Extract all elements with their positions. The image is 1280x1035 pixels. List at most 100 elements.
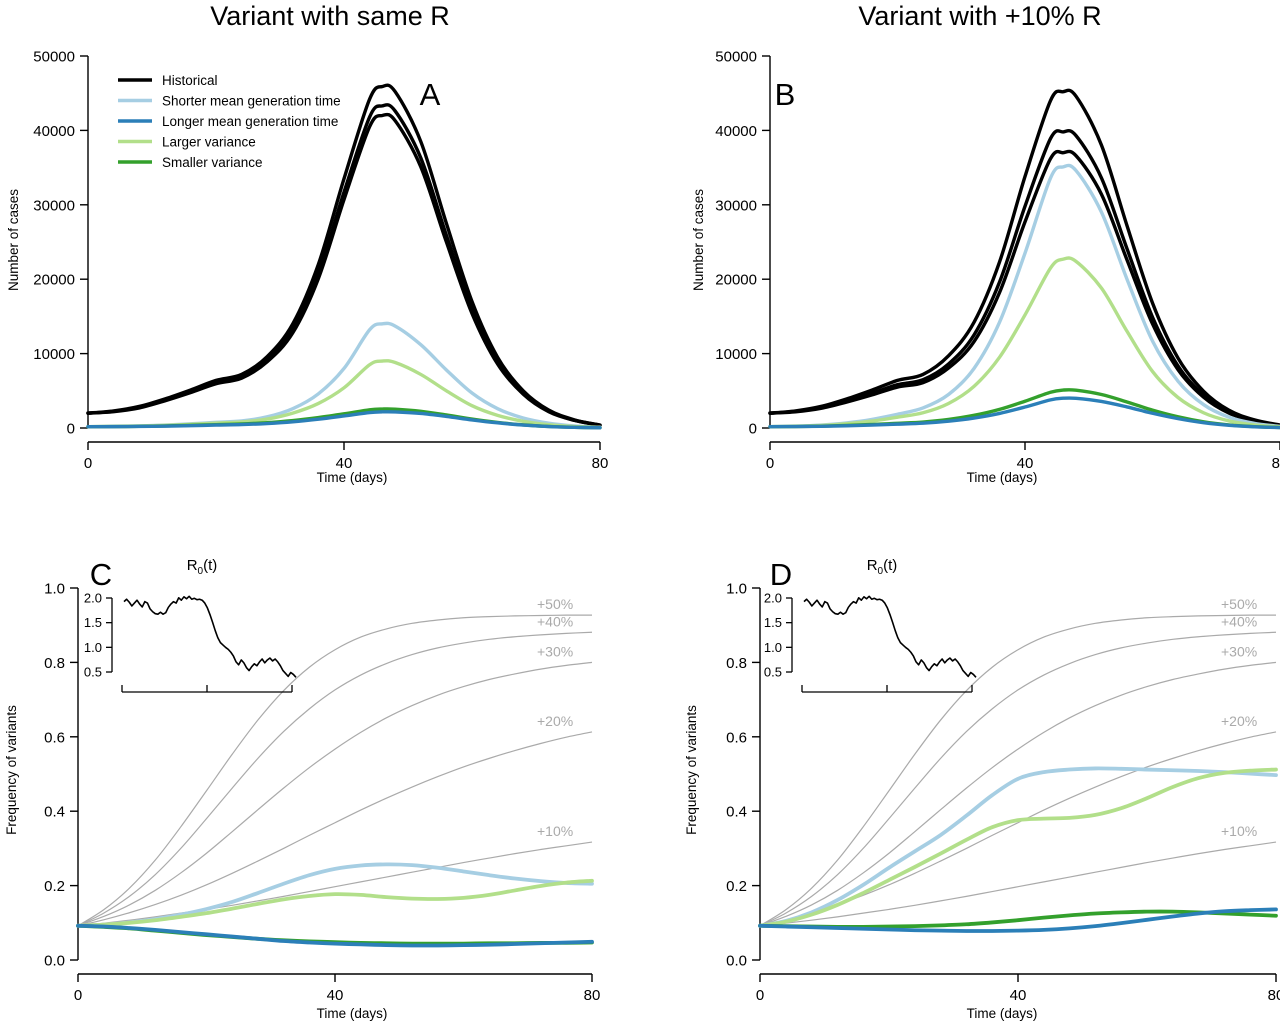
x-tick-label: 40	[327, 987, 344, 1004]
y-tick-label: 1.0	[44, 581, 65, 598]
y-tick-label: 0	[749, 421, 757, 438]
inset-y-tick-label: 0.5	[84, 665, 102, 680]
inset-y-tick-label: 1.5	[84, 615, 102, 630]
legend-label: Historical	[162, 73, 218, 88]
y-tick-label: 20000	[33, 272, 75, 289]
y-tick-label: 0	[67, 421, 75, 438]
series-line	[76, 923, 594, 948]
series-line	[86, 112, 602, 427]
inset-r0-line	[803, 595, 977, 678]
series-line	[768, 88, 1280, 427]
x-tick-label: 80	[1272, 455, 1280, 472]
reference-curve-label: +50%	[1221, 596, 1257, 612]
reference-curve-label: +30%	[1221, 643, 1257, 659]
reference-curve-label: +30%	[537, 643, 573, 659]
inset-y-tick-label: 0.5	[764, 665, 782, 680]
panel-c-plot: 0.0 0.2 0.4 0.6 0.8 1.0 0 40 80 +50%+40% +30% +20% +…	[44, 581, 600, 1005]
series-line	[76, 878, 594, 928]
y-tick-label: 0.8	[44, 655, 65, 672]
reference-curve-label: +40%	[1221, 613, 1257, 629]
inset-title: R0(t)	[187, 557, 218, 577]
reference-curve-label: +10%	[1221, 823, 1257, 839]
y-tick-label: 0.8	[726, 655, 747, 672]
panel-d-ylabel: Frequency of variants	[684, 705, 699, 835]
panel-a: Variant with same R A 0 10000 20000 30000 40…	[0, 0, 640, 520]
reference-curve	[77, 631, 593, 927]
panel-d: D 0.0 0.2 0.4 0.6 0.8 1.0 0 40 80 +50%+40% +30% +20…	[640, 520, 1280, 1035]
panel-d-letter: D	[770, 557, 792, 592]
panel-c-ylabel: Frequency of variants	[4, 705, 19, 835]
panel-b: Variant with +10% R B 0 10000 20000 30000 40…	[640, 0, 1280, 520]
series-line	[768, 396, 1280, 430]
inset-y-tick-label: 1.0	[84, 640, 102, 655]
panel-c-inset: R0(t) 2.0 1.5 1.0 0.5	[84, 557, 297, 693]
x-tick-label: 0	[756, 987, 764, 1004]
reference-curve	[77, 614, 593, 927]
panel-b-ylabel: Number of cases	[691, 189, 706, 291]
y-tick-label: 0.0	[44, 953, 65, 970]
y-tick-label: 0.6	[726, 729, 747, 746]
y-tick-label: 0.0	[726, 953, 747, 970]
panel-c: C 0.0 0.2 0.4 0.6 0.8 1.0 0 40 80 +50% +40% +30% +20…	[0, 520, 640, 1035]
x-tick-label: 40	[1017, 455, 1034, 472]
y-tick-label: 10000	[33, 346, 75, 363]
series-line	[86, 103, 602, 427]
y-tick-label: 20000	[715, 272, 757, 289]
y-tick-label: 0.2	[44, 878, 65, 895]
y-tick-label: 30000	[33, 197, 75, 214]
reference-curve	[759, 661, 1277, 927]
panel-a-ylabel: Number of cases	[6, 189, 21, 291]
inset-r0-line	[123, 595, 297, 678]
panel-c-letter: C	[90, 557, 112, 592]
x-tick-label: 40	[336, 455, 353, 472]
reference-curve	[759, 841, 1277, 927]
panel-d-inset: R0(t) 2.0 1.5 1.0 0.5	[764, 557, 977, 693]
inset-title: R0(t)	[867, 557, 898, 577]
legend-label: Longer mean generation time	[162, 114, 338, 129]
y-tick-label: 0.4	[726, 804, 747, 821]
panel-a-legend: Historical Shorter mean generation time Lo…	[118, 73, 341, 170]
reference-curve	[759, 614, 1277, 927]
inset-y-tick-label: 2.0	[764, 591, 782, 606]
y-tick-label: 50000	[33, 49, 75, 66]
panel-b-title: Variant with +10% R	[858, 1, 1101, 31]
panel-a-title: Variant with same R	[210, 1, 450, 31]
series-line	[758, 766, 1278, 928]
series-line	[86, 321, 602, 429]
legend-label: Shorter mean generation time	[162, 94, 341, 109]
reference-curve	[77, 731, 593, 927]
x-tick-label: 80	[1268, 987, 1280, 1004]
reference-curve-label: +40%	[537, 613, 573, 629]
panel-a-xlabel: Time (days)	[317, 470, 388, 485]
reference-curve-label: +20%	[1221, 713, 1257, 729]
series-line	[768, 149, 1280, 428]
legend-label: Larger variance	[162, 135, 256, 150]
series-line	[86, 410, 602, 430]
y-tick-label: 0.2	[726, 878, 747, 895]
y-tick-label: 50000	[715, 49, 757, 66]
x-tick-label: 80	[584, 987, 601, 1004]
panel-a-letter: A	[420, 77, 441, 112]
x-tick-label: 80	[592, 455, 609, 472]
y-tick-label: 1.0	[726, 581, 747, 598]
reference-curve-label: +50%	[537, 596, 573, 612]
panel-d-plot: 0.0 0.2 0.4 0.6 0.8 1.0 0 40 80 +50%+40% +30% +20% +…	[726, 581, 1280, 1005]
panel-b-letter: B	[775, 77, 796, 112]
y-tick-label: 0.6	[44, 729, 65, 746]
panel-b-plot: 0 10000 20000 30000 40000 50000 0 40 80	[715, 49, 1280, 472]
x-tick-label: 40	[1010, 987, 1027, 1004]
inset-y-tick-label: 1.5	[764, 615, 782, 630]
x-tick-label: 0	[766, 455, 774, 472]
y-tick-label: 30000	[715, 197, 757, 214]
reference-curve-label: +10%	[537, 823, 573, 839]
panel-b-xlabel: Time (days)	[967, 470, 1038, 485]
legend-label: Smaller variance	[162, 155, 263, 170]
panel-a-plot: 0 10000 20000 30000 40000 50000 0 40 80	[33, 49, 608, 473]
reference-curve	[759, 731, 1277, 927]
reference-curve	[77, 841, 593, 927]
inset-y-tick-label: 1.0	[764, 640, 782, 655]
series-line	[758, 767, 1278, 928]
panel-c-xlabel: Time (days)	[317, 1006, 388, 1021]
inset-y-tick-label: 2.0	[84, 591, 102, 606]
